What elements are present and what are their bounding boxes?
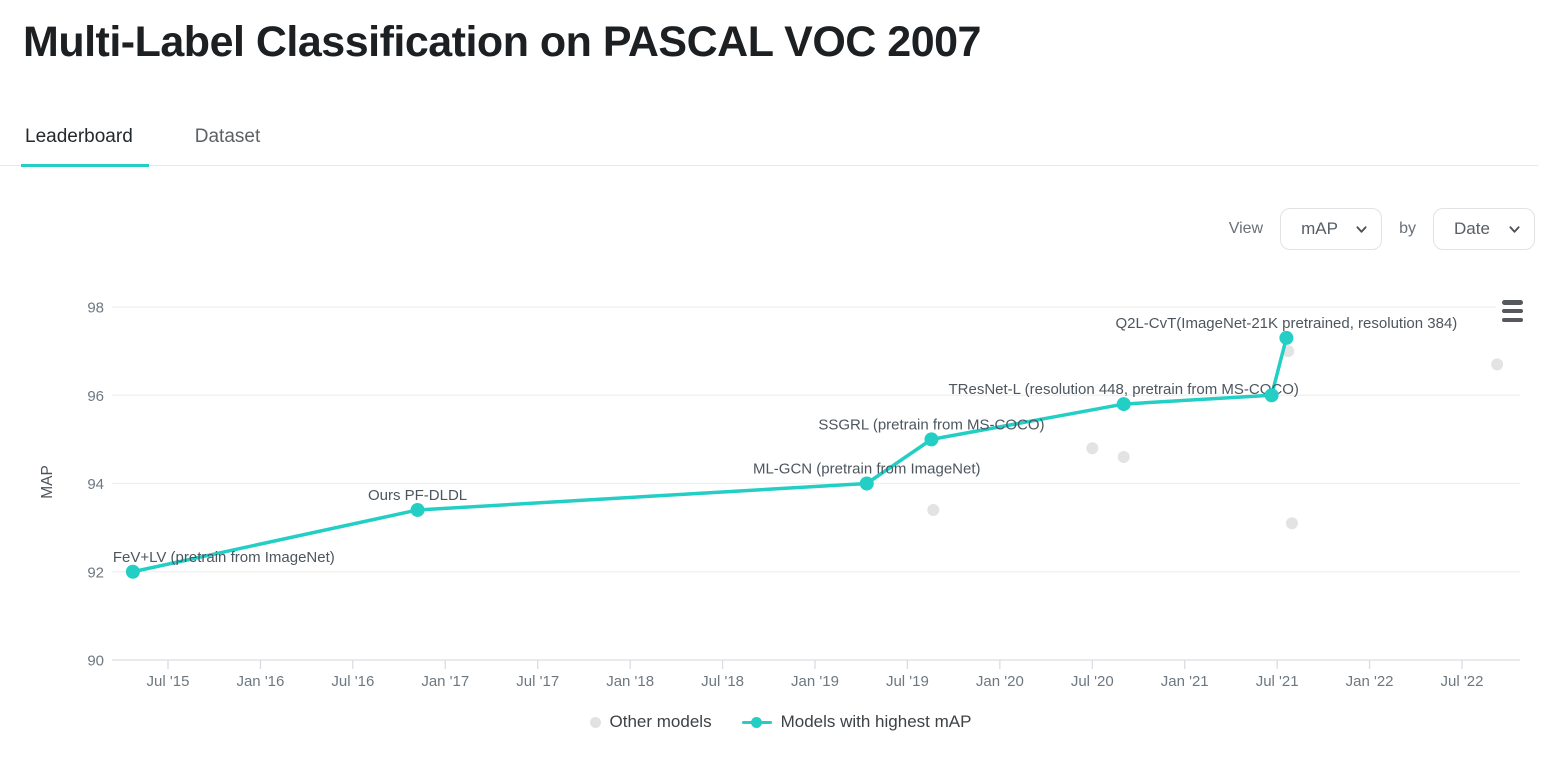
legend-item-other-models[interactable]: Other models bbox=[589, 712, 712, 732]
x-tick-label: Jul '15 bbox=[147, 673, 190, 690]
y-axis-title: MAP bbox=[39, 465, 56, 499]
tab-bar: Leaderboard Dataset bbox=[0, 118, 1538, 167]
teal-line-dot-icon bbox=[741, 716, 772, 728]
milestone-point[interactable] bbox=[1116, 397, 1131, 412]
milestone-point[interactable] bbox=[1264, 388, 1279, 403]
x-tick-label: Jul '21 bbox=[1256, 673, 1299, 690]
other-model-point[interactable] bbox=[1285, 517, 1298, 530]
milestone-point[interactable] bbox=[859, 476, 874, 491]
highest-map-line bbox=[132, 337, 1289, 574]
page-title: Multi-Label Classification on PASCAL VOC… bbox=[23, 18, 981, 66]
chevron-down-icon bbox=[1509, 225, 1520, 233]
by-label: by bbox=[1399, 220, 1416, 237]
x-tick-label: Jul '17 bbox=[516, 673, 559, 690]
other-model-point[interactable] bbox=[927, 503, 940, 516]
milestone-point[interactable] bbox=[1279, 330, 1294, 345]
y-tick-label: 96 bbox=[87, 388, 104, 405]
leaderboard-chart: 90 92 94 96 98 MAP Jul '15 Jan '16 Jul '16 Jan '1… bbox=[0, 250, 1561, 720]
milestone-label: Ours PF-DLDL bbox=[368, 487, 467, 504]
x-tick-label: Jan '18 bbox=[606, 673, 654, 690]
legend-item-highest-map[interactable]: Models with highest mAP bbox=[741, 712, 972, 732]
tab-leaderboard[interactable]: Leaderboard bbox=[21, 118, 149, 167]
milestone-label: ML-GCN (pretrain from ImageNet) bbox=[753, 461, 981, 478]
legend-label: Models with highest mAP bbox=[780, 712, 972, 731]
metric-select-value: mAP bbox=[1301, 219, 1338, 238]
view-label: View bbox=[1228, 220, 1264, 237]
x-tick-label: Jan '16 bbox=[236, 673, 284, 690]
x-tick-label: Jul '20 bbox=[1071, 673, 1114, 690]
y-tick-label: 92 bbox=[87, 564, 104, 581]
x-tick-label: Jan '22 bbox=[1346, 673, 1394, 690]
milestone-label: SSGRL (pretrain from MS-COCO) bbox=[818, 416, 1044, 433]
gray-dot-icon bbox=[589, 716, 601, 728]
chart-view-controls: View mAP by Date bbox=[1229, 208, 1535, 250]
milestone-point[interactable] bbox=[410, 502, 425, 517]
x-tick-label: Jul '22 bbox=[1441, 673, 1484, 690]
other-model-point[interactable] bbox=[1086, 442, 1099, 455]
chevron-down-icon bbox=[1356, 225, 1367, 233]
y-tick-label: 94 bbox=[87, 476, 104, 493]
x-tick-label: Jan '19 bbox=[791, 673, 839, 690]
tab-dataset[interactable]: Dataset bbox=[194, 126, 261, 147]
milestone-label: TResNet-L (resolution 448, pretrain from… bbox=[949, 381, 1299, 398]
metric-select[interactable]: mAP bbox=[1280, 208, 1383, 250]
chart-menu-button[interactable] bbox=[1502, 300, 1523, 322]
group-by-select-value: Date bbox=[1454, 219, 1490, 238]
group-by-select[interactable]: Date bbox=[1433, 208, 1535, 250]
other-model-point[interactable] bbox=[1117, 451, 1130, 464]
legend-label: Other models bbox=[609, 712, 712, 731]
x-tick-label: Jul '16 bbox=[331, 673, 374, 690]
x-tick-label: Jul '19 bbox=[886, 673, 929, 690]
x-tick-label: Jan '21 bbox=[1161, 673, 1209, 690]
y-tick-label: 98 bbox=[87, 300, 104, 317]
other-model-point[interactable] bbox=[1491, 358, 1504, 371]
chart-canvas: 90 92 94 96 98 MAP Jul '15 Jan '16 Jul '16 Jan '1… bbox=[39, 300, 1520, 690]
chart-legend: Other models Models with highest mAP bbox=[0, 712, 1561, 732]
x-tick-label: Jan '20 bbox=[976, 673, 1024, 690]
x-tick-label: Jan '17 bbox=[421, 673, 469, 690]
milestone-point[interactable] bbox=[924, 432, 939, 447]
x-tick-label: Jul '18 bbox=[701, 673, 744, 690]
milestone-label: Q2L-CvT(ImageNet-21K pretrained, resolut… bbox=[1115, 315, 1457, 332]
y-tick-label: 90 bbox=[87, 653, 104, 670]
milestone-label: FeV+LV (pretrain from ImageNet) bbox=[113, 549, 335, 566]
milestone-point[interactable] bbox=[125, 564, 140, 579]
